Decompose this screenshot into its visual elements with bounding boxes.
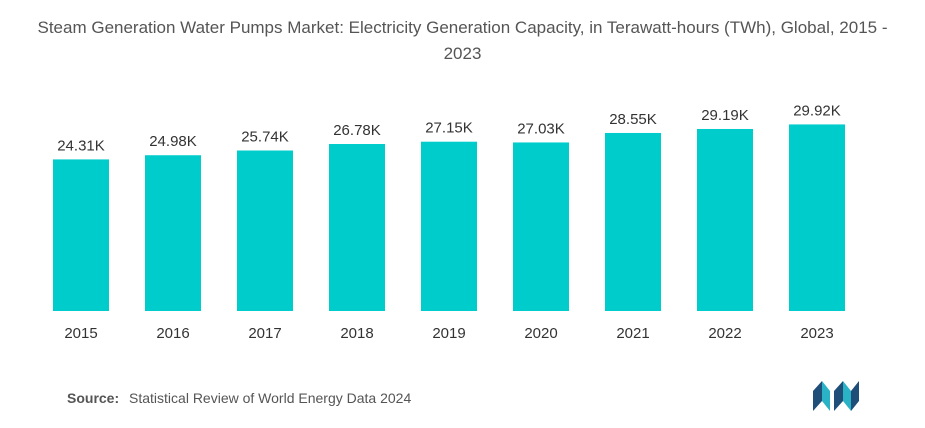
x-tick-label-2015: 2015: [64, 325, 97, 342]
x-tick-label-2020: 2020: [524, 325, 557, 342]
x-tick-label-2016: 2016: [156, 325, 189, 342]
x-tick-label-2019: 2019: [432, 325, 465, 342]
data-label-2022: 29.19K: [701, 107, 749, 124]
value-labels-layer: 24.31K 24.98K 25.74K 26.78K 27.15K 27.03K 28.5…: [57, 102, 841, 154]
data-label-2019: 27.15K: [425, 120, 473, 137]
bar-2018: [329, 144, 385, 311]
x-axis-tick-labels: 2015 2016 2017 2018 2019 2020 2021 2022 2023: [64, 325, 833, 342]
bar-2020: [513, 142, 569, 311]
mordor-intelligence-logo-icon: [813, 381, 859, 411]
x-tick-label-2023: 2023: [800, 325, 833, 342]
x-tick-label-2021: 2021: [616, 325, 649, 342]
bar-2017: [237, 150, 293, 311]
source-text: Statistical Review of World Energy Data …: [129, 390, 412, 406]
data-label-2017: 25.74K: [241, 128, 289, 145]
chart-title: Steam Generation Water Pumps Market: Ele…: [37, 18, 888, 63]
data-label-2021: 28.55K: [609, 111, 657, 128]
bars-layer: [53, 124, 845, 311]
source-label: Source:: [67, 390, 120, 406]
data-label-2015: 24.31K: [57, 137, 105, 154]
bar-2022: [697, 128, 753, 311]
bar-2016: [145, 155, 201, 311]
bar-2023: [789, 124, 845, 311]
bar-2021: [605, 132, 661, 311]
x-tick-label-2018: 2018: [340, 325, 373, 342]
data-label-2016: 24.98K: [149, 133, 197, 150]
x-tick-label-2017: 2017: [248, 325, 281, 342]
data-label-2023: 29.92K: [793, 102, 841, 119]
x-tick-label-2022: 2022: [708, 325, 741, 342]
source-note: Source: Statistical Review of World Ener…: [67, 390, 411, 406]
bar-2015: [53, 159, 109, 311]
data-label-2018: 26.78K: [333, 122, 381, 139]
data-label-2020: 27.03K: [517, 120, 565, 137]
bar-2019: [421, 141, 477, 311]
